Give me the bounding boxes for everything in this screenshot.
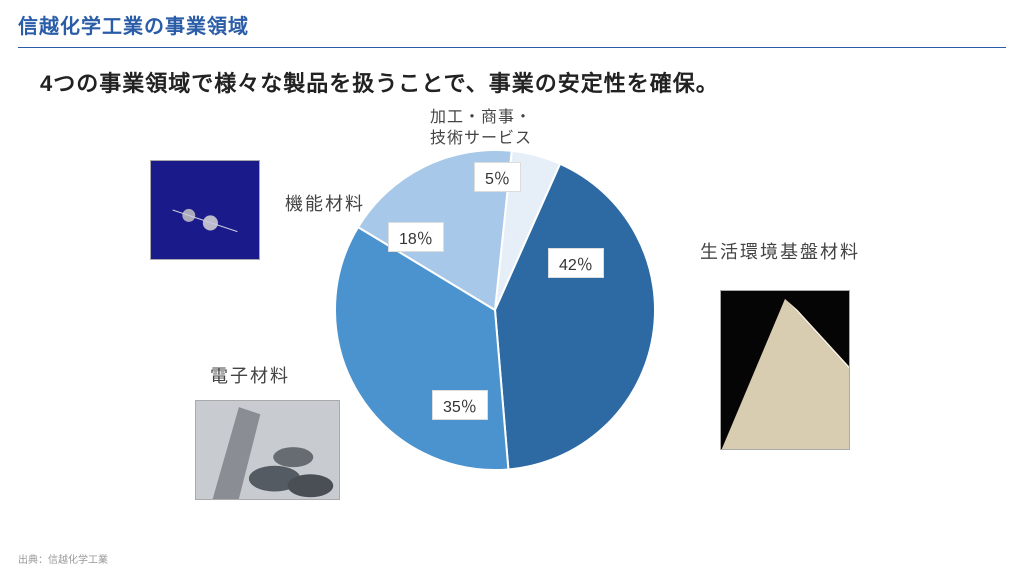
pie-pct-label-0: 5％ xyxy=(474,162,521,192)
thumb-living xyxy=(720,290,850,450)
pie-chart xyxy=(0,0,1024,576)
slide-root: 信越化学工業の事業領域 4つの事業領域で様々な製品を扱うことで、事業の安定性を確… xyxy=(0,0,1024,576)
slide-footer: 出典：信越化学工業 xyxy=(18,551,108,566)
pie-ext-label-1: 生活環境基盤材料 xyxy=(700,238,860,264)
pie-pct-label-2: 35％ xyxy=(432,390,488,420)
pie-pct-label-3: 18％ xyxy=(388,222,444,252)
thumb-functional xyxy=(150,160,260,260)
pie-ext-label-3: 機能材料 xyxy=(285,190,365,216)
pie-ext-label-2: 電子材料 xyxy=(210,362,290,388)
chart-area: 5％42％35％18％加工・商事・技術サービス生活環境基盤材料電子材料機能材料 xyxy=(0,120,1024,550)
pie-pct-label-1: 42％ xyxy=(548,248,604,278)
thumb-electronic xyxy=(195,400,340,500)
pie-ext-label-0: 加工・商事・技術サービス xyxy=(430,108,532,150)
